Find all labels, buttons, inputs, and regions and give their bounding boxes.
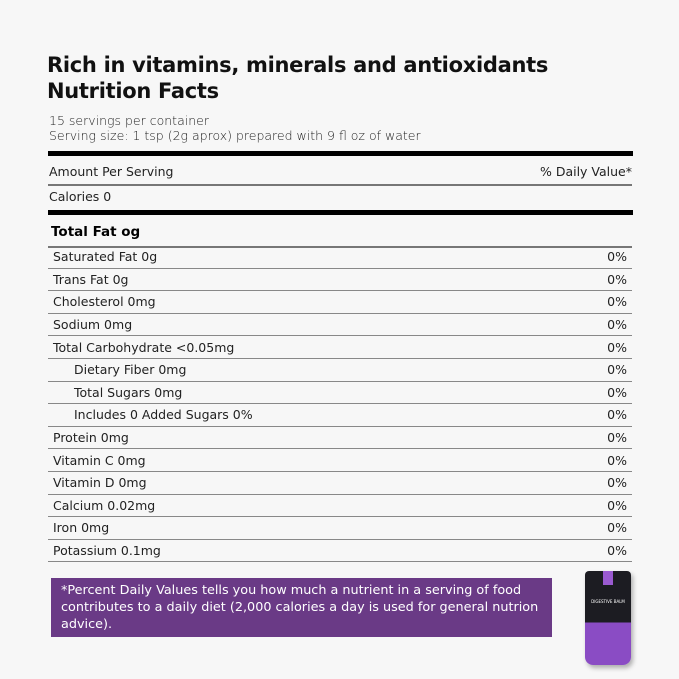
table-row: Protein 0mg 0% <box>48 427 632 450</box>
nutrient-name: Vitamin C 0mg <box>53 452 146 468</box>
table-row: Cholesterol 0mg 0% <box>48 291 632 314</box>
daily-value: 0% <box>607 452 627 468</box>
daily-value: 0% <box>607 430 627 446</box>
serving-info: 15 servings per container Serving size: … <box>49 113 421 143</box>
nutrient-name: Total Sugars 0mg <box>74 384 183 400</box>
nutrient-name: Dietary Fiber 0mg <box>74 362 187 378</box>
table-row: Saturated Fat 0g 0% <box>48 246 632 269</box>
daily-value: 0% <box>607 384 627 400</box>
nutrient-name: Saturated Fat 0g <box>53 249 158 265</box>
daily-value: 0% <box>607 543 627 559</box>
daily-value: 0% <box>607 249 627 265</box>
table-row: Total Carbohydrate <0.05mg 0% <box>48 336 632 359</box>
total-fat: Total Fat og <box>51 224 141 240</box>
footnote: *Percent Daily Values tells you how much… <box>51 578 552 637</box>
table-row: Vitamin D 0mg 0% <box>48 472 632 495</box>
table-row: Iron 0mg 0% <box>48 517 632 540</box>
table-row: Sodium 0mg 0% <box>48 314 632 337</box>
table-row: Trans Fat 0g 0% <box>48 269 632 292</box>
nutrient-name: Total Carbohydrate <0.05mg <box>53 339 235 355</box>
product-image: DIGESTIVE BALM <box>585 571 631 665</box>
nutrient-name: Trans Fat 0g <box>53 271 129 287</box>
table-row: Dietary Fiber 0mg 0% <box>48 359 632 382</box>
daily-value: 0% <box>607 407 627 423</box>
daily-value: 0% <box>607 317 627 333</box>
daily-value: 0% <box>607 294 627 310</box>
table-row: Calcium 0.02mg 0% <box>48 495 632 518</box>
nutrient-name: Protein 0mg <box>53 430 129 446</box>
nutrient-name: Vitamin D 0mg <box>53 475 147 491</box>
daily-value: 0% <box>607 271 627 287</box>
calories: Calories 0 <box>49 189 112 204</box>
daily-value: 0% <box>607 520 627 536</box>
nutrient-name: Potassium 0.1mg <box>53 543 161 559</box>
daily-value: 0% <box>607 475 627 491</box>
daily-value: 0% <box>607 497 627 513</box>
divider <box>48 184 632 186</box>
nutrient-name: Calcium 0.02mg <box>53 497 156 513</box>
daily-value: 0% <box>607 362 627 378</box>
nutrient-name: Sodium 0mg <box>53 317 133 333</box>
table-row: Vitamin C 0mg 0% <box>48 449 632 472</box>
table-row: Includes 0 Added Sugars 0% 0% <box>48 404 632 427</box>
nutrient-table: Saturated Fat 0g 0% Trans Fat 0g 0% Choleste… <box>48 246 632 563</box>
page-title: Rich in vitamins, minerals and antioxida… <box>47 53 549 103</box>
nutrient-name: Includes 0 Added Sugars 0% <box>74 407 253 423</box>
nutrient-name: Iron 0mg <box>53 520 110 536</box>
daily-value: 0% <box>607 339 627 355</box>
divider <box>48 246 632 248</box>
table-row: Potassium 0.1mg 0% <box>48 540 632 563</box>
divider <box>48 210 633 215</box>
amount-header: Amount Per Serving % Daily Value* <box>49 164 632 179</box>
divider <box>48 151 633 156</box>
table-row: Total Sugars 0mg 0% <box>48 382 632 405</box>
nutrient-name: Cholesterol 0mg <box>53 294 156 310</box>
